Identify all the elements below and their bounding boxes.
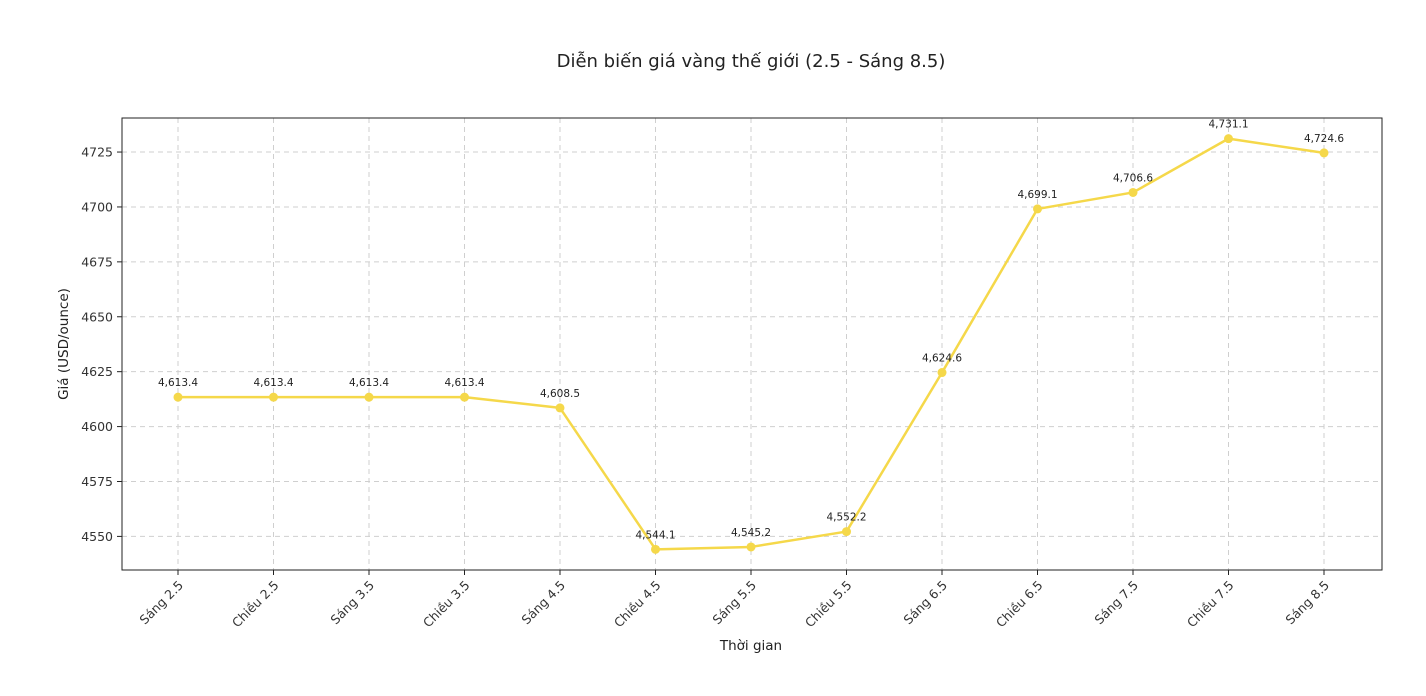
x-tick-label: Sáng 4.5 [518,578,568,628]
x-tick-label: Sáng 6.5 [900,578,950,628]
series-layer: 4,613.4 4,613.4 4,613.4 4,613.4 4,608.5 4,544… [158,119,1344,554]
plot-frame [121,117,1383,571]
data-label: 4,613.4 [158,377,198,389]
data-point [460,392,469,402]
x-tick-label: Chiều 5.5 [802,578,855,631]
data-point [1224,134,1233,144]
data-label: 4,552.2 [826,512,866,524]
data-label: 4,608.5 [540,388,580,400]
data-label: 4,613.4 [253,377,293,389]
data-label: 4,544.1 [635,529,675,541]
data-point [364,392,374,402]
data-point [269,392,278,402]
data-point [937,368,947,378]
data-label: 4,699.1 [1017,189,1057,201]
y-tick-label: 4675 [81,254,113,269]
data-point [746,542,756,552]
data-label: 4,724.6 [1304,133,1344,145]
data-label: 4,731.1 [1208,119,1248,131]
data-label: 4,624.6 [922,353,962,365]
x-tick-label: Sáng 7.5 [1091,578,1141,628]
data-point [651,544,660,554]
x-tick-label: Chiều 4.5 [611,578,664,631]
x-tick-label: Sáng 3.5 [327,578,377,628]
x-tick-label: Chiều 7.5 [1184,578,1237,631]
data-label: 4,545.2 [731,527,771,539]
y-tick-label: 4650 [81,309,113,324]
data-label: 4,613.4 [349,377,389,389]
data-point [555,403,565,413]
data-point [842,527,851,537]
x-tick-label: Chiều 6.5 [993,578,1046,631]
x-tick-label: Sáng 5.5 [709,578,759,628]
y-tick-label: 4725 [81,145,113,160]
y-tick-label: 4575 [81,474,113,489]
x-tick-label: Chiều 3.5 [420,578,473,631]
x-tick-label: Sáng 8.5 [1282,578,1332,628]
y-axis: 4550 4575 4600 4625 4650 4675 4700 4725 [81,145,122,544]
y-axis-label: Giá (USD/ounce) [56,288,72,400]
x-tick-label: Sáng 2.5 [136,578,186,628]
data-label: 4,706.6 [1113,172,1153,184]
y-tick-label: 4700 [81,199,113,214]
grid [122,118,1382,570]
y-tick-label: 4600 [81,419,113,434]
data-point [1319,148,1329,158]
y-tick-label: 4550 [81,529,113,544]
x-axis: Sáng 2.5 Chiều 2.5 Sáng 3.5 Chiều 3.5 Sáng 4… [136,570,1332,630]
x-tick-label: Chiều 2.5 [229,578,282,631]
data-point [1033,204,1042,214]
y-tick-label: 4625 [81,364,113,379]
x-axis-label: Thời gian [719,638,782,654]
chart-title: Diễn biến giá vàng thế giới (2.5 - Sáng … [557,51,946,72]
data-label: 4,613.4 [444,377,484,389]
data-point [1128,187,1138,197]
data-point [173,392,183,402]
